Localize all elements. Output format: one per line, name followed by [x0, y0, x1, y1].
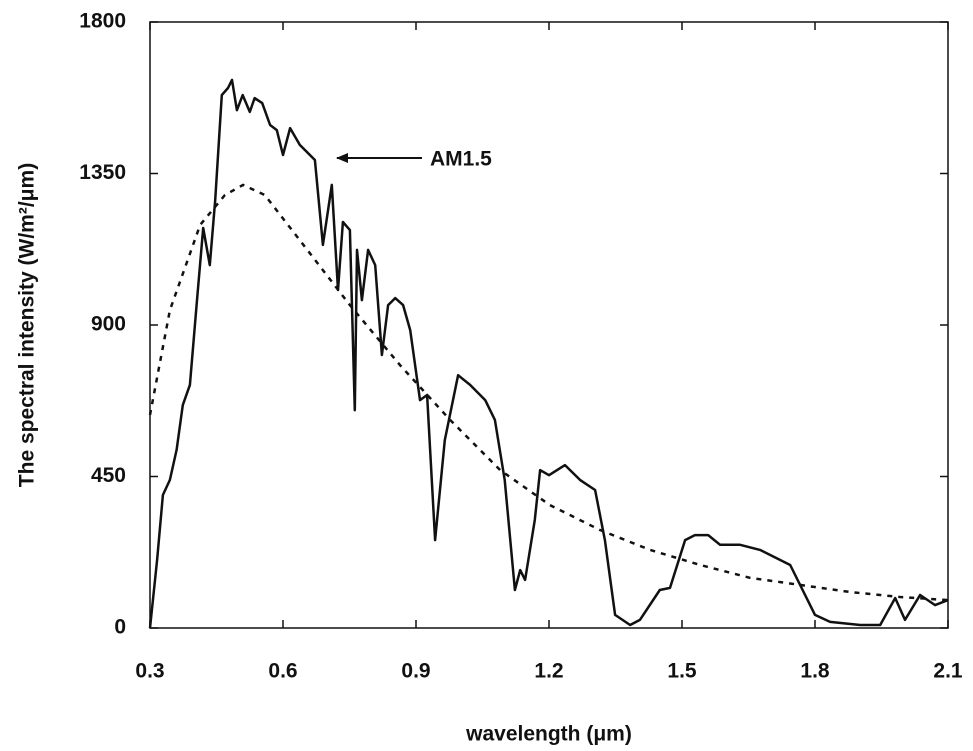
y-tick-label: 450	[91, 464, 126, 487]
annotation: AM1.5	[430, 148, 492, 171]
x-tick-label: 0.6	[268, 660, 297, 683]
x-tick-label: 0.9	[401, 660, 430, 683]
y-tick-label: 0	[114, 616, 126, 639]
y-tick-label: 1350	[79, 161, 126, 184]
x-tick-label: 2.1	[933, 660, 963, 683]
dashed-line	[148, 183, 949, 602]
x-tick-label: 1.5	[667, 660, 697, 683]
y-tick-label: 1800	[79, 10, 126, 33]
x-axis-label: wavelength (μm)	[465, 723, 632, 746]
x-tick-label: 0.3	[135, 660, 164, 683]
x-tick-label: 1.2	[534, 660, 563, 683]
data-line	[148, 78, 949, 629]
y-tick-label: 900	[91, 313, 126, 336]
x-tick-label: 1.8	[800, 660, 830, 683]
y-axis-label: The spectral intensity (W/m²/μm)	[16, 163, 39, 487]
plot-frame	[149, 21, 949, 629]
